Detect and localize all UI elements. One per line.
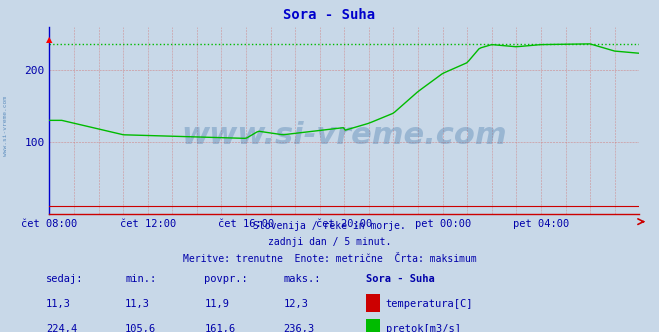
Text: sedaj:: sedaj: bbox=[46, 274, 84, 284]
Text: 12,3: 12,3 bbox=[283, 299, 308, 309]
Text: Sora - Suha: Sora - Suha bbox=[283, 8, 376, 22]
Text: 105,6: 105,6 bbox=[125, 324, 156, 332]
Text: 161,6: 161,6 bbox=[204, 324, 235, 332]
Text: 11,9: 11,9 bbox=[204, 299, 229, 309]
Text: ▲: ▲ bbox=[46, 35, 53, 44]
Text: min.:: min.: bbox=[125, 274, 156, 284]
Text: Slovenija / reke in morje.: Slovenija / reke in morje. bbox=[253, 221, 406, 231]
Text: 11,3: 11,3 bbox=[125, 299, 150, 309]
Text: 236,3: 236,3 bbox=[283, 324, 314, 332]
Text: temperatura[C]: temperatura[C] bbox=[386, 299, 473, 309]
Text: www.si-vreme.com: www.si-vreme.com bbox=[181, 121, 507, 150]
Text: povpr.:: povpr.: bbox=[204, 274, 248, 284]
Text: maks.:: maks.: bbox=[283, 274, 321, 284]
Text: www.si-vreme.com: www.si-vreme.com bbox=[3, 96, 8, 156]
Text: pretok[m3/s]: pretok[m3/s] bbox=[386, 324, 461, 332]
Text: zadnji dan / 5 minut.: zadnji dan / 5 minut. bbox=[268, 237, 391, 247]
Text: 11,3: 11,3 bbox=[46, 299, 71, 309]
Text: Meritve: trenutne  Enote: metrične  Črta: maksimum: Meritve: trenutne Enote: metrične Črta: … bbox=[183, 254, 476, 264]
Text: Sora - Suha: Sora - Suha bbox=[366, 274, 434, 284]
Text: 224,4: 224,4 bbox=[46, 324, 77, 332]
